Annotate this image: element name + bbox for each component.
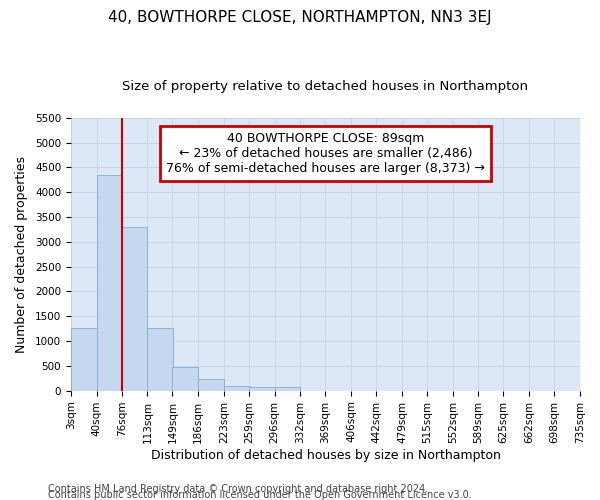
Bar xyxy=(122,227,148,390)
Y-axis label: Number of detached properties: Number of detached properties xyxy=(15,156,28,352)
Text: Contains HM Land Registry data © Crown copyright and database right 2024.: Contains HM Land Registry data © Crown c… xyxy=(48,484,428,494)
Bar xyxy=(172,367,198,390)
Title: Size of property relative to detached houses in Northampton: Size of property relative to detached ho… xyxy=(122,80,529,93)
Bar xyxy=(224,386,250,390)
Bar xyxy=(275,388,301,390)
Bar xyxy=(148,328,173,390)
Bar xyxy=(198,379,224,390)
Bar xyxy=(97,175,122,390)
Text: 40, BOWTHORPE CLOSE, NORTHAMPTON, NN3 3EJ: 40, BOWTHORPE CLOSE, NORTHAMPTON, NN3 3E… xyxy=(108,10,492,25)
Text: 40 BOWTHORPE CLOSE: 89sqm
← 23% of detached houses are smaller (2,486)
76% of se: 40 BOWTHORPE CLOSE: 89sqm ← 23% of detac… xyxy=(166,132,485,175)
X-axis label: Distribution of detached houses by size in Northampton: Distribution of detached houses by size … xyxy=(151,450,500,462)
Bar xyxy=(71,328,97,390)
Text: Contains public sector information licensed under the Open Government Licence v3: Contains public sector information licen… xyxy=(48,490,472,500)
Bar xyxy=(249,387,275,390)
